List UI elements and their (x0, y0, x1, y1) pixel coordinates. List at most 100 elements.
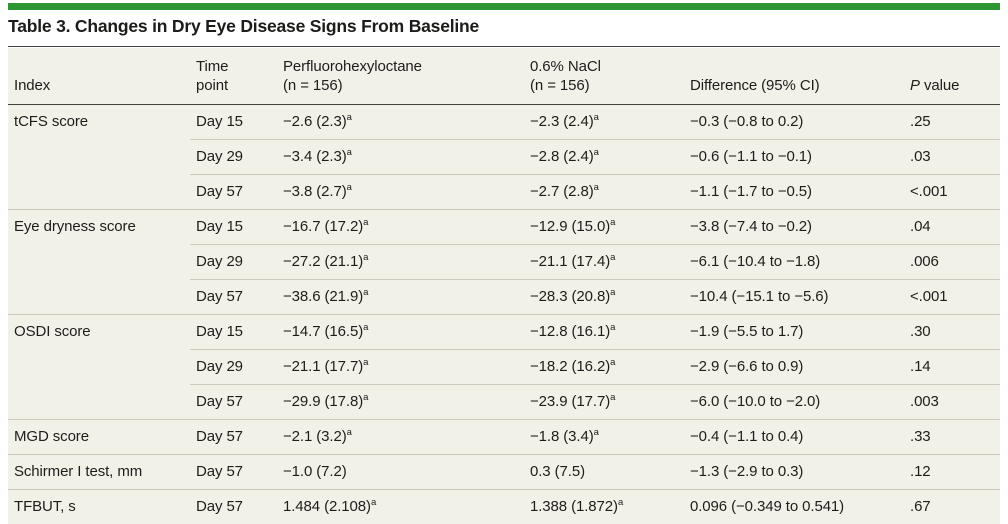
timepoint-cell: Day 29 (190, 349, 277, 385)
table-row: Day 57 −3.8 (2.7)a −2.7 (2.8)a −1.1 (−1.… (8, 174, 1000, 210)
pf-value-cell: −2.6 (2.3)a (283, 112, 352, 130)
difference-cell: −10.4 (−15.1 to −5.6) (684, 279, 904, 315)
footnote-marker: a (346, 112, 352, 123)
difference-cell: −0.3 (−0.8 to 0.2) (690, 113, 804, 130)
pvalue-cell: .12 (904, 454, 1000, 490)
header-perfluorohexyloctane: Perfluorohexyloctane (n = 156) (277, 48, 524, 105)
index-cell: tCFS score (14, 113, 89, 131)
table-row: Day 57 −38.6 (21.9)a −28.3 (20.8)a −10.4… (8, 279, 1000, 315)
header-timepoint: Time point (190, 48, 277, 105)
pf-value-cell: −16.7 (17.2)a (277, 209, 524, 245)
index-cell: Eye dryness score (8, 209, 190, 245)
footnote-marker: a (363, 357, 369, 368)
footnote-marker: a (610, 357, 616, 368)
pvalue-cell: .25 (910, 113, 931, 130)
footnote-marker: a (363, 217, 369, 228)
pf-value-cell: −3.8 (2.7)a (277, 174, 524, 210)
accent-bar (8, 3, 1000, 10)
header-difference: Difference (95% CI) (684, 48, 904, 105)
table-header: Index Time point Perfluorohexyloctane (n =… (8, 48, 1000, 105)
nacl-value-cell: −12.8 (16.1)a (524, 314, 684, 350)
footnote-marker: a (346, 427, 352, 438)
index-cell: MGD score (8, 419, 190, 455)
index-cell: OSDI score (8, 314, 190, 350)
nacl-value-cell: 1.388 (1.872)a (524, 489, 684, 524)
footnote-marker: a (617, 497, 624, 508)
table-row: OSDI score Day 15 −14.7 (16.5)a −12.8 (1… (8, 314, 1000, 350)
footnote-marker: a (593, 147, 599, 158)
nacl-value-cell: −2.7 (2.8)a (524, 174, 684, 210)
table-row: Day 57 −29.9 (17.8)a −23.9 (17.7)a −6.0 … (8, 384, 1000, 420)
pf-value-cell: −3.4 (2.3)a (277, 139, 524, 175)
table-body: tCFS score Day 15 −2.6 (2.3)a −2.3 (2.4)… (8, 105, 1000, 524)
footnote-marker: a (363, 287, 369, 298)
pvalue-cell: .003 (904, 384, 1000, 420)
index-cell (8, 350, 190, 385)
pf-value-cell: −14.7 (16.5)a (277, 314, 524, 350)
pvalue-cell: .03 (904, 139, 1000, 175)
footnote-marker: a (346, 147, 352, 158)
nacl-value-cell: 0.3 (7.5) (524, 454, 684, 490)
footnote-marker: a (593, 112, 599, 123)
difference-cell: −2.9 (−6.6 to 0.9) (684, 349, 904, 385)
table-container: Index Time point Perfluorohexyloctane (n =… (8, 48, 1000, 524)
timepoint-cell: Day 57 (190, 489, 277, 524)
footnote-marker: a (610, 287, 616, 298)
pf-value-cell: −38.6 (21.9)a (277, 279, 524, 315)
pf-value-cell: −21.1 (17.7)a (277, 349, 524, 385)
table-row: MGD score Day 57 −2.1 (3.2)a −1.8 (3.4)a… (8, 419, 1000, 455)
footnote-marker: a (610, 322, 616, 333)
dry-eye-signs-table: Index Time point Perfluorohexyloctane (n =… (8, 48, 1000, 524)
nacl-value-cell: −1.8 (3.4)a (524, 419, 684, 455)
title-divider (8, 46, 1000, 47)
index-cell (8, 385, 190, 420)
index-cell (8, 245, 190, 280)
footnote-marker: a (610, 392, 616, 403)
difference-cell: −1.3 (−2.9 to 0.3) (684, 454, 904, 490)
table-row: Eye dryness score Day 15 −16.7 (17.2)a −… (8, 209, 1000, 245)
footnote-marker: a (370, 497, 377, 508)
difference-cell: −6.0 (−10.0 to −2.0) (684, 384, 904, 420)
table-row: TFBUT, s Day 57 1.484 (2.108)a 1.388 (1.… (8, 489, 1000, 524)
timepoint-cell: Day 29 (190, 139, 277, 175)
nacl-value-cell: −2.8 (2.4)a (524, 139, 684, 175)
nacl-value-cell: −28.3 (20.8)a (524, 279, 684, 315)
difference-cell: −0.6 (−1.1 to −0.1) (684, 139, 904, 175)
timepoint-cell: Day 15 (196, 113, 243, 130)
index-cell (8, 280, 190, 315)
table-row: Day 29 −3.4 (2.3)a −2.8 (2.4)a −0.6 (−1.… (8, 139, 1000, 175)
pvalue-cell: .04 (904, 209, 1000, 245)
difference-cell: −6.1 (−10.4 to −1.8) (684, 244, 904, 280)
header-row: Index Time point Perfluorohexyloctane (n =… (8, 48, 1000, 105)
index-cell (8, 175, 190, 210)
index-cell: Schirmer I test, mm (8, 454, 190, 490)
timepoint-cell: Day 15 (190, 209, 277, 245)
pvalue-cell: .30 (904, 314, 1000, 350)
nacl-value-cell: −23.9 (17.7)a (524, 384, 684, 420)
difference-cell: −3.8 (−7.4 to −0.2) (684, 209, 904, 245)
header-nacl: 0.6% NaCl (n = 156) (524, 48, 684, 105)
difference-cell: −1.1 (−1.7 to −0.5) (684, 174, 904, 210)
index-cell: TFBUT, s (8, 489, 190, 524)
table-row: Day 29 −21.1 (17.7)a −18.2 (16.2)a −2.9 … (8, 349, 1000, 385)
footnote-marker: a (346, 182, 352, 193)
header-index: Index (8, 48, 190, 105)
table-row: Day 29 −27.2 (21.1)a −21.1 (17.4)a −6.1 … (8, 244, 1000, 280)
footnote-marker: a (593, 427, 599, 438)
footnote-marker: a (610, 252, 616, 263)
nacl-value-cell: −18.2 (16.2)a (524, 349, 684, 385)
footnote-marker: a (363, 392, 369, 403)
nacl-value-cell: −2.3 (2.4)a (530, 112, 599, 130)
nacl-value-cell: −12.9 (15.0)a (524, 209, 684, 245)
pf-value-cell: −2.1 (3.2)a (277, 419, 524, 455)
timepoint-cell: Day 57 (190, 419, 277, 455)
timepoint-cell: Day 15 (190, 314, 277, 350)
pvalue-cell: .14 (904, 349, 1000, 385)
footnote-marker: a (610, 217, 616, 228)
footnote-marker: a (593, 182, 599, 193)
pvalue-cell: <.001 (904, 279, 1000, 315)
pf-value-cell: −29.9 (17.8)a (277, 384, 524, 420)
timepoint-cell: Day 29 (190, 244, 277, 280)
timepoint-cell: Day 57 (190, 174, 277, 210)
